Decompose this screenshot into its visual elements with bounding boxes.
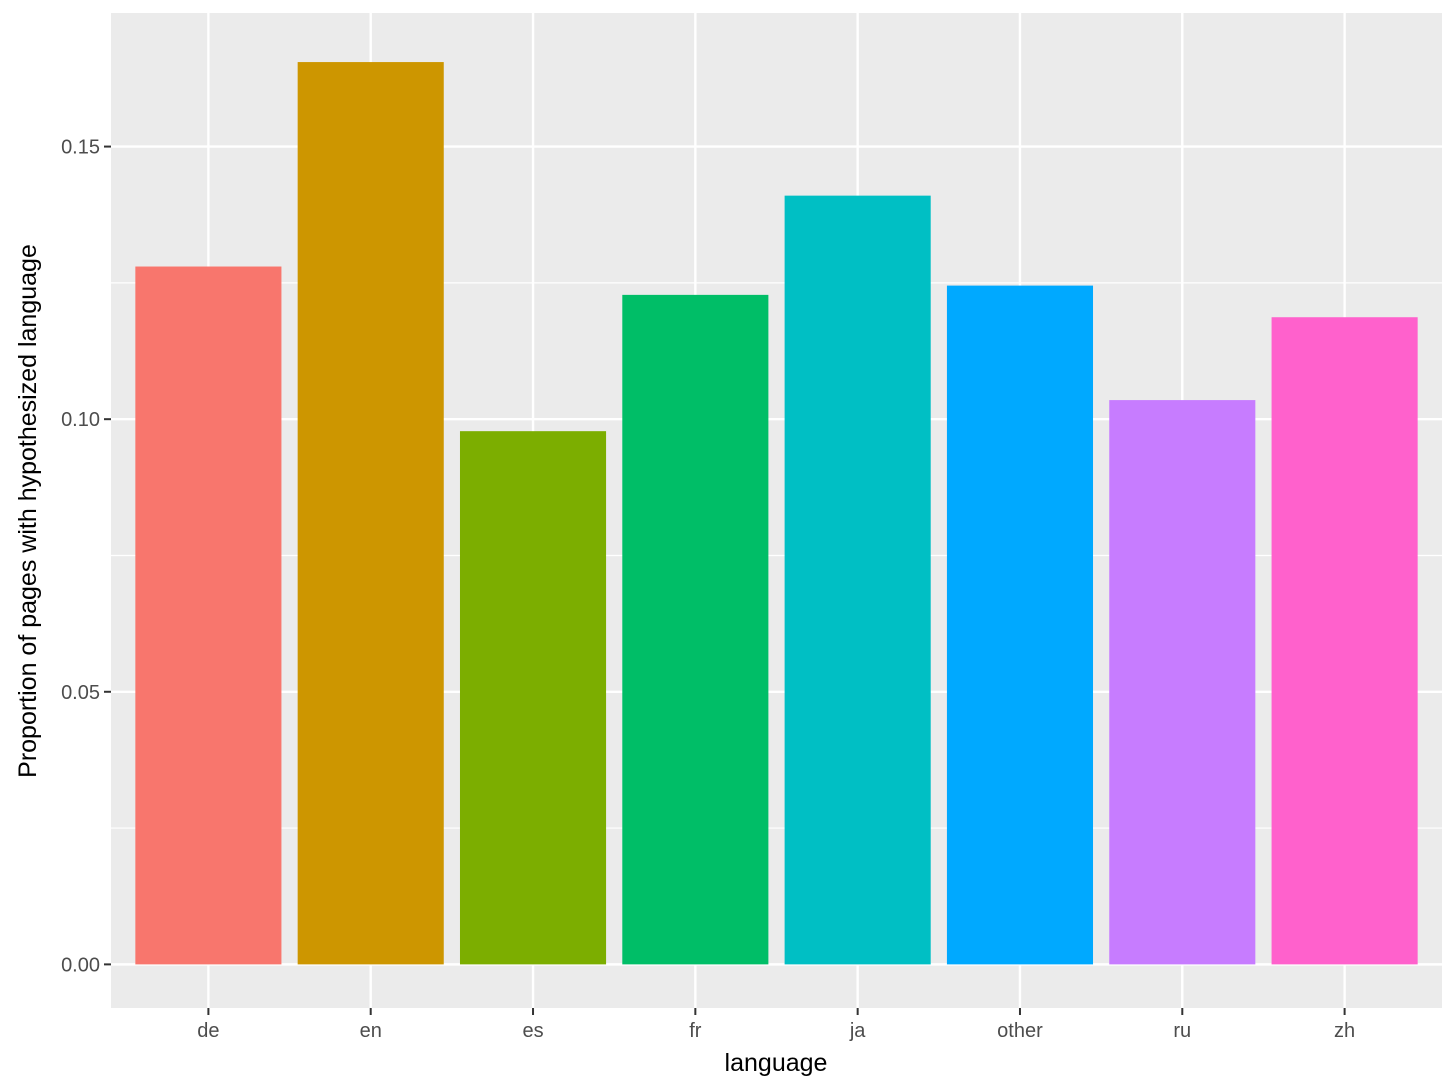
y-tick-label: 0.15 [61, 137, 100, 159]
bar-de [135, 266, 282, 965]
y-axis: 0.00 0.05 0.10 0.15 [61, 137, 111, 976]
bars [135, 62, 1418, 965]
bar-ru [1109, 400, 1256, 965]
bar-ja [784, 195, 931, 965]
x-tick-label: other [997, 1020, 1043, 1042]
x-tick-label: ru [1173, 1020, 1191, 1042]
x-tick-label: fr [689, 1020, 702, 1042]
x-axis-title: language [725, 1049, 828, 1077]
x-tick-label: en [360, 1020, 382, 1042]
x-tick-label: ja [849, 1020, 866, 1042]
bar-other [946, 285, 1094, 965]
x-axis: de en es fr ja other ru zh [197, 1008, 1355, 1042]
x-tick-label: de [197, 1020, 219, 1042]
bar-fr [622, 294, 769, 965]
x-tick-label: es [522, 1020, 543, 1042]
bar-es [459, 431, 607, 965]
y-tick-label: 0.05 [61, 682, 100, 704]
y-tick-label: 0.00 [61, 954, 100, 976]
y-axis-title: Proportion of pages with hypothesized la… [14, 244, 42, 778]
y-tick-label: 0.10 [61, 409, 100, 431]
x-tick-label: zh [1334, 1020, 1355, 1042]
bar-en [297, 62, 444, 965]
bar-zh [1271, 317, 1418, 965]
